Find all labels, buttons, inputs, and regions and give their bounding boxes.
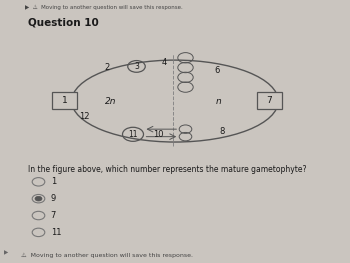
Text: 8: 8 [219, 127, 225, 136]
Text: 10: 10 [153, 130, 163, 139]
FancyBboxPatch shape [52, 92, 77, 109]
Text: 2n: 2n [105, 97, 116, 105]
Text: ▶: ▶ [4, 250, 8, 255]
Text: 1: 1 [51, 177, 56, 186]
Text: 1: 1 [62, 96, 68, 105]
Text: 2: 2 [104, 63, 109, 72]
Text: 4: 4 [161, 58, 167, 67]
Text: 11: 11 [128, 130, 138, 139]
Text: In the figure above, which number represents the mature gametophyte?: In the figure above, which number repres… [28, 165, 307, 174]
Text: 6: 6 [214, 66, 220, 75]
Text: ⚠  Moving to another question will save this response.: ⚠ Moving to another question will save t… [21, 253, 193, 259]
Circle shape [35, 196, 42, 201]
Text: Question 10: Question 10 [28, 18, 99, 28]
Text: 7: 7 [267, 96, 272, 105]
Text: n: n [216, 97, 222, 105]
Text: 3: 3 [134, 62, 139, 71]
FancyBboxPatch shape [257, 92, 282, 109]
Text: 9: 9 [51, 194, 56, 203]
Text: 11: 11 [51, 228, 61, 237]
Text: 7: 7 [51, 211, 56, 220]
Text: 12: 12 [79, 112, 90, 121]
Text: ▶  ⚠  Moving to another question will save this response.: ▶ ⚠ Moving to another question will save… [25, 4, 182, 10]
